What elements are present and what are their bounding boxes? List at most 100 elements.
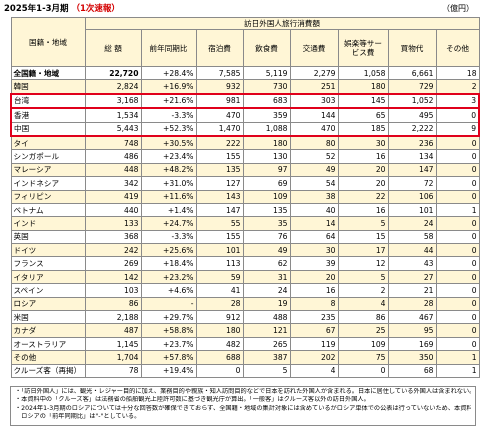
other-cell: 0 <box>435 243 480 258</box>
footnote: ・本資料中の「クルーズ客」は法務省の船舶観光上陸許可数に基づき観光庁が算出。「一… <box>15 396 370 404</box>
lodging-cell: 7,585 <box>195 65 244 81</box>
food-cell: 387 <box>242 350 291 365</box>
lodging-cell: 101 <box>195 243 244 258</box>
shopping-cell: 1,052 <box>387 92 437 109</box>
region-cell: 韓国 <box>10 79 86 95</box>
table-row: インドネシア 342 +31.0% 127 69 54 20 72 0 <box>10 176 480 191</box>
total-cell: 448 <box>84 162 142 178</box>
table-row: 全国籍・地域 22,720 +28.4% 7,585 5,119 2,279 1,058 6,… <box>10 65 480 81</box>
total-cell: 242 <box>84 243 142 258</box>
transport-cell: 8 <box>289 296 339 312</box>
total-cell: 2,188 <box>84 310 142 325</box>
food-cell: 1,088 <box>242 121 291 137</box>
region-cell: 全国籍・地域 <box>10 65 86 81</box>
total-cell: 486 <box>84 149 142 164</box>
region-cell: インド <box>10 216 86 231</box>
yoy-cell: +19.4% <box>140 363 197 378</box>
table-row: 香港 1,534 -3.3% 470 359 144 65 495 0 <box>10 107 481 123</box>
total-cell: 86 <box>84 296 142 312</box>
transport-cell: 119 <box>289 336 339 352</box>
lodging-cell: 59 <box>195 269 244 285</box>
region-cell: マレーシア <box>10 162 86 178</box>
footnote: ・「訪日外国人」には、観光・レジャー目的に加え、業務目的や親族・知人訪問目的など… <box>15 388 471 395</box>
other-cell: 0 <box>435 216 480 231</box>
yoy-cell: +18.4% <box>140 256 197 271</box>
shopping-cell: 236 <box>387 135 437 151</box>
shopping-cell: 134 <box>387 149 437 164</box>
other-cell: 0 <box>435 336 480 352</box>
other-cell: 18 <box>435 65 480 81</box>
lodging-cell: 155 <box>195 229 244 245</box>
shopping-cell: 24 <box>387 216 437 231</box>
table-row: シンガポール 486 +23.4% 155 130 52 16 134 0 <box>10 149 480 164</box>
entertainment-cell: 20 <box>337 162 389 178</box>
lodging-cell: 147 <box>195 202 244 218</box>
transport-cell: 49 <box>289 162 339 178</box>
shopping-cell: 95 <box>387 323 437 338</box>
food-cell: 121 <box>242 323 291 338</box>
food-cell: 62 <box>242 256 291 271</box>
other-cell: 1 <box>435 350 480 365</box>
total-cell: 103 <box>84 283 142 298</box>
shopping-cell: 68 <box>387 363 437 378</box>
transport-cell: 52 <box>289 149 339 164</box>
lodging-cell: 932 <box>195 79 244 95</box>
other-cell: 0 <box>435 189 480 204</box>
total-cell: 142 <box>84 269 142 285</box>
transport-cell: 144 <box>289 107 339 123</box>
lodging-cell: 143 <box>195 189 244 204</box>
food-cell: 5,119 <box>242 65 291 81</box>
transport-cell: 30 <box>289 243 339 258</box>
entertainment-cell: 75 <box>337 350 389 365</box>
yoy-cell: -3.3% <box>140 229 197 245</box>
table-row: カナダ 487 +58.8% 180 121 67 25 95 0 <box>10 323 480 338</box>
other-cell: 0 <box>435 283 480 298</box>
table-row: 韓国 2,824 +16.9% 932 730 251 180 729 2 <box>10 79 480 95</box>
total-cell: 1,534 <box>84 107 142 123</box>
transport-cell: 16 <box>289 283 339 298</box>
lodging-cell: 0 <box>195 363 244 378</box>
transport-cell: 202 <box>289 350 339 365</box>
unit-label: （億円） <box>442 4 474 13</box>
shopping-cell: 101 <box>387 202 437 218</box>
shopping-cell: 106 <box>387 189 437 204</box>
other-cell: 1 <box>435 363 480 378</box>
total-cell: 5,443 <box>84 121 142 137</box>
transport-cell: 64 <box>289 229 339 245</box>
shopping-cell: 43 <box>387 256 437 271</box>
table-row: 台湾 3,168 +21.6% 981 683 303 145 1,052 3 <box>10 92 481 109</box>
food-cell: 49 <box>242 243 291 258</box>
shopping-cell: 21 <box>387 283 437 298</box>
lodging-cell: 41 <box>195 283 244 298</box>
transport-cell: 2,279 <box>289 65 339 81</box>
shopping-cell: 467 <box>387 310 437 325</box>
shopping-cell: 28 <box>387 296 437 312</box>
entertainment-cell: 109 <box>337 336 389 352</box>
transport-cell: 251 <box>289 79 339 95</box>
entertainment-cell: 145 <box>337 92 389 109</box>
transport-cell: 54 <box>289 176 339 191</box>
yoy-cell: +30.5% <box>140 135 197 151</box>
entertainment-cell: 15 <box>337 229 389 245</box>
food-cell: 19 <box>242 296 291 312</box>
yoy-cell: +16.9% <box>140 79 197 95</box>
yoy-cell: +29.7% <box>140 310 197 325</box>
col-lodging-header: 宿泊費 <box>195 29 244 67</box>
shopping-cell: 729 <box>387 79 437 95</box>
flash-report-label: （1次速報） <box>71 4 120 14</box>
total-cell: 440 <box>84 202 142 218</box>
entertainment-cell: 180 <box>337 79 389 95</box>
entertainment-cell: 5 <box>337 216 389 231</box>
region-cell: オーストラリア <box>10 336 86 352</box>
consumption-table: 国籍・地域 訪日外国人旅行消費額 総 額 前年同期比 宿泊費 飲食費 交通費 娯… <box>10 17 481 378</box>
total-cell: 2,824 <box>84 79 142 95</box>
table-row: マレーシア 448 +48.2% 135 97 49 20 147 0 <box>10 162 480 178</box>
region-cell: タイ <box>10 135 86 151</box>
transport-cell: 4 <box>289 363 339 378</box>
table-row: 米国 2,188 +29.7% 912 488 235 86 467 0 <box>10 310 480 325</box>
other-cell: 9 <box>435 121 481 137</box>
table-row: 英国 368 -3.3% 155 76 64 15 58 0 <box>10 229 480 245</box>
yoy-cell: +31.0% <box>140 176 197 191</box>
region-cell: フィリピン <box>10 189 86 204</box>
lodging-cell: 981 <box>195 92 244 109</box>
